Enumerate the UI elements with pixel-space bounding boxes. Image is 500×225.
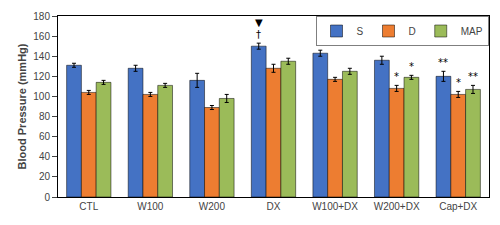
svg-text:80: 80 bbox=[39, 111, 51, 122]
svg-text:DX: DX bbox=[267, 201, 281, 212]
svg-text:100: 100 bbox=[33, 91, 50, 102]
svg-text:W100+DX: W100+DX bbox=[312, 201, 358, 212]
svg-text:W200+DX: W200+DX bbox=[374, 201, 420, 212]
svg-text:*: * bbox=[456, 77, 461, 88]
svg-text:CTL: CTL bbox=[79, 201, 98, 212]
svg-text:40: 40 bbox=[39, 151, 51, 162]
svg-text:180: 180 bbox=[33, 11, 50, 22]
svg-text:▼: ▼ bbox=[255, 17, 263, 28]
svg-text:140: 140 bbox=[33, 51, 50, 62]
svg-text:W100: W100 bbox=[137, 201, 164, 212]
svg-text:0: 0 bbox=[44, 192, 50, 203]
svg-text:**: ** bbox=[438, 57, 448, 68]
svg-text:Blood Pressure (mmHg): Blood Pressure (mmHg) bbox=[16, 43, 28, 169]
svg-text:D: D bbox=[409, 26, 416, 37]
svg-text:*: * bbox=[394, 71, 399, 82]
svg-text:MAP: MAP bbox=[461, 26, 483, 37]
svg-text:160: 160 bbox=[33, 31, 50, 42]
svg-text:60: 60 bbox=[39, 131, 51, 142]
svg-text:†: † bbox=[256, 29, 261, 40]
svg-text:*: * bbox=[409, 61, 414, 72]
svg-text:20: 20 bbox=[39, 171, 51, 182]
svg-text:120: 120 bbox=[33, 71, 50, 82]
svg-text:W200: W200 bbox=[199, 201, 226, 212]
svg-text:Cap+DX: Cap+DX bbox=[439, 201, 477, 212]
svg-text:S: S bbox=[357, 26, 364, 37]
svg-text:**: ** bbox=[468, 71, 478, 82]
